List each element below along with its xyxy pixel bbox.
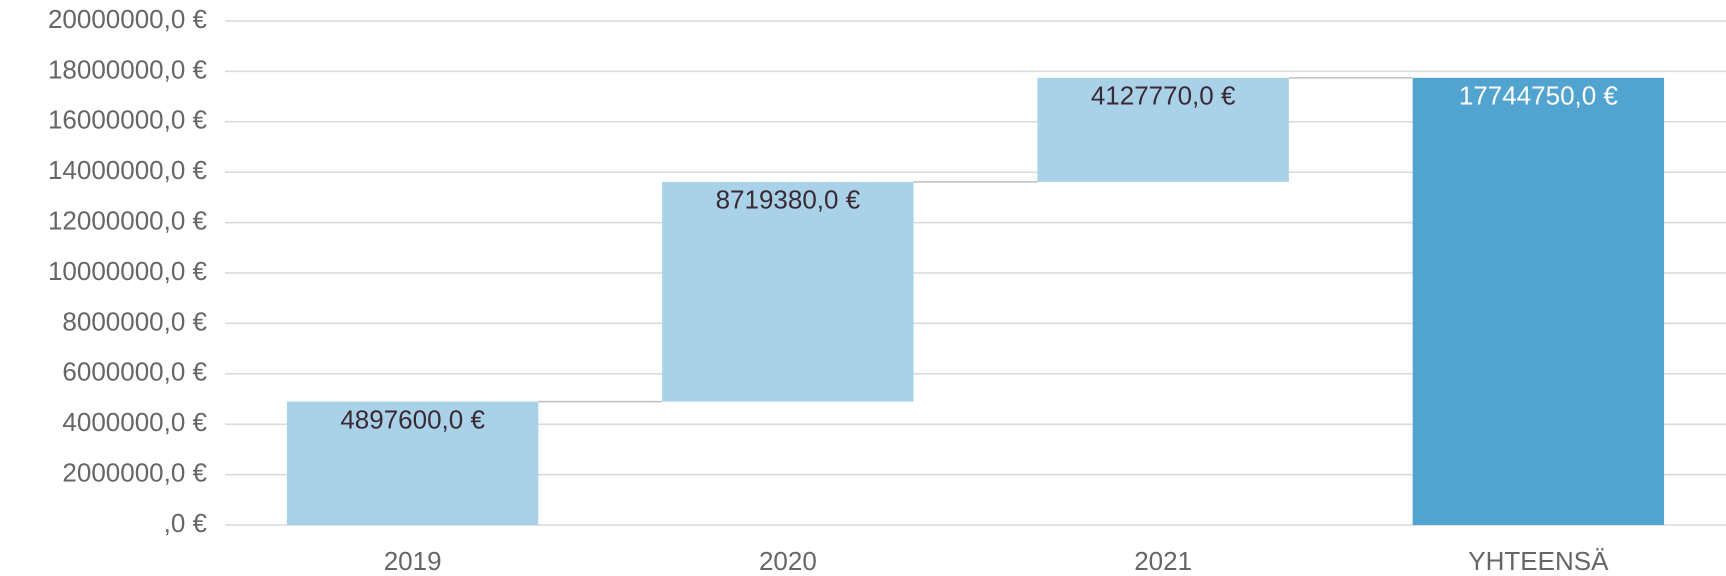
y-tick-label: 20000000,0 € (48, 4, 208, 34)
x-tick-label: 2021 (1134, 546, 1192, 576)
y-tick-label: 6000000,0 € (62, 357, 207, 387)
y-tick-label: 4000000,0 € (62, 407, 207, 437)
y-tick-label: ,0 € (164, 508, 208, 538)
y-tick-label: 10000000,0 € (48, 256, 208, 286)
data-label: 17744750,0 € (1459, 81, 1619, 111)
data-label: 4127770,0 € (1091, 81, 1236, 111)
x-tick-label: 2020 (759, 546, 817, 576)
y-tick-label: 14000000,0 € (48, 155, 208, 185)
x-tick-label: 2019 (384, 546, 442, 576)
bar (1037, 77, 1289, 182)
y-tick-label: 18000000,0 € (48, 54, 208, 84)
y-tick-label: 12000000,0 € (48, 205, 208, 235)
x-tick-label: YHTEENSÄ (1468, 546, 1609, 576)
data-label: 4897600,0 € (340, 404, 485, 434)
data-label: 8719380,0 € (716, 185, 861, 215)
bar (662, 181, 914, 402)
y-tick-label: 2000000,0 € (62, 457, 207, 487)
y-tick-label: 16000000,0 € (48, 105, 208, 135)
bar (286, 401, 539, 525)
bar (1412, 77, 1665, 525)
y-tick-label: 8000000,0 € (62, 306, 207, 336)
